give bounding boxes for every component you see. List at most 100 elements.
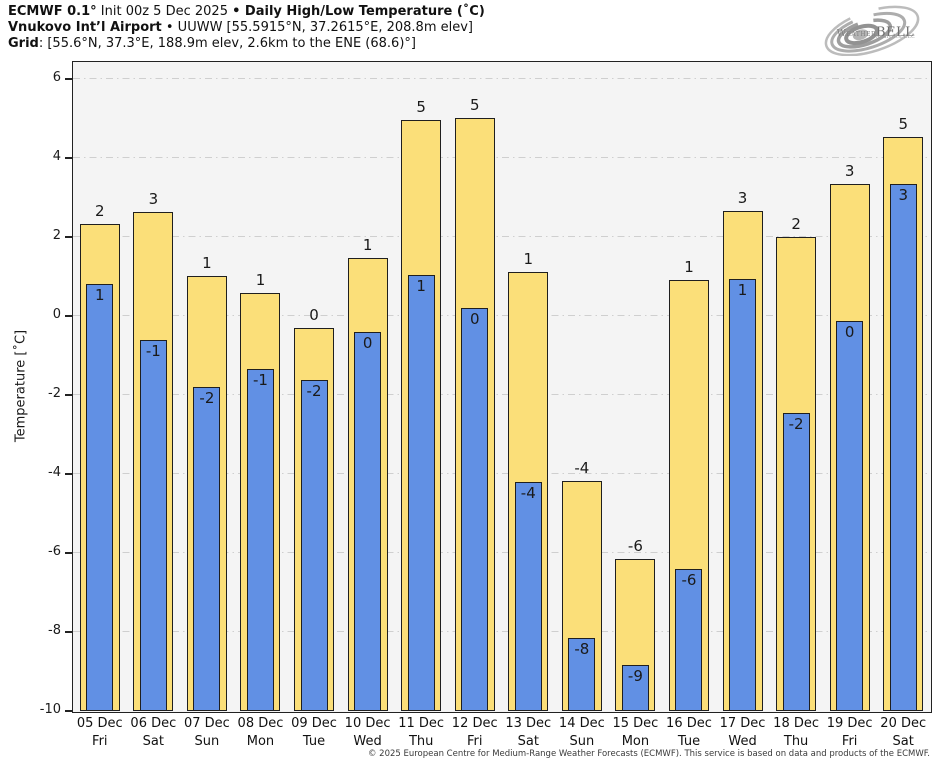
y-axis-tick (65, 394, 72, 396)
high-value-label: 0 (309, 306, 319, 325)
high-value-label: 5 (416, 97, 426, 116)
y-axis-tick (65, 552, 72, 554)
gridline (73, 473, 930, 475)
date-text: 14 Dec (558, 716, 605, 731)
grid-label: Grid (8, 36, 39, 51)
date-text: 11 Dec (398, 716, 445, 731)
high-value-label: -6 (627, 537, 643, 556)
low-value-label: 0 (362, 333, 373, 352)
logo-weather-text: Weather (836, 29, 876, 39)
bar-daily-low (86, 284, 114, 711)
high-value-label: 1 (255, 271, 266, 290)
gridline (73, 236, 930, 238)
high-value-label: 2 (791, 214, 801, 233)
init-time: Init 00z 5 Dec 2025 (96, 4, 233, 19)
x-axis-date-label: 14 Dec Sun (559, 715, 605, 751)
x-axis-date-label: 08 Dec Mon (238, 715, 284, 751)
weekday-text: Fri (466, 734, 483, 749)
bar-daily-low (889, 183, 917, 711)
low-value-label: 1 (95, 286, 105, 305)
bar-daily-low (782, 412, 810, 711)
date-text: 10 Dec (344, 716, 391, 731)
low-value-label: 3 (898, 185, 908, 204)
y-axis-tick (65, 236, 72, 238)
grid-coords: : [55.6°N, 37.3°E, 188.9m elev, 2.6km to… (38, 36, 416, 51)
y-axis-tick-label: 6 (52, 69, 61, 85)
chart-title-line1: ECMWF 0.1° Init 00z 5 Dec 2025 • Daily H… (8, 4, 485, 20)
x-axis-date-label: 09 Dec Tue (291, 715, 337, 751)
x-axis-date-label: 16 Dec Tue (666, 715, 712, 751)
low-value-label: 0 (844, 322, 855, 341)
bar-daily-low (407, 274, 435, 711)
bar-daily-low (621, 665, 649, 711)
low-value-label: -9 (627, 667, 643, 686)
low-value-label: -2 (788, 414, 804, 433)
hurricane-swirl-icon (824, 5, 920, 56)
y-axis-tick-label: -4 (48, 464, 61, 480)
model-name: ECMWF 0.1° (8, 4, 97, 19)
weatherbell-logo: WeatherBELL Analytics LLC (818, 4, 933, 56)
date-text: 17 Dec (719, 716, 766, 731)
date-text: 06 Dec (130, 716, 177, 731)
station-coords: • UUWW [55.5915°N, 37.2615°E, 208.8m ele… (161, 20, 473, 35)
gridline (73, 78, 930, 80)
date-text: 07 Dec (183, 716, 230, 731)
bar-daily-low (514, 481, 542, 711)
y-axis-tick (65, 78, 72, 80)
x-axis-date-label: 07 Dec Sun (184, 715, 230, 751)
logo-subtext: Analytics LLC (876, 34, 916, 40)
y-axis-tick-label: 2 (52, 227, 61, 243)
y-axis-tick (65, 473, 72, 475)
bar-daily-low (300, 379, 328, 711)
copyright-footer: © 2025 European Centre for Medium-Range … (367, 749, 930, 759)
bar-daily-low (193, 386, 221, 711)
weekday-text: Fri (92, 734, 108, 749)
high-value-label: 1 (684, 258, 694, 277)
bar-daily-low (246, 369, 274, 711)
weekday-text: Thu (408, 734, 434, 749)
x-axis-date-label: 06 Dec Sat (130, 715, 176, 751)
high-value-label: 3 (737, 188, 748, 207)
x-axis-date-label: 10 Dec Wed (345, 715, 391, 751)
y-axis-tick (65, 631, 72, 633)
bar-daily-low (836, 320, 864, 711)
high-value-label: 1 (362, 235, 373, 254)
high-value-label: 1 (202, 254, 212, 273)
chart-title: • Daily High/Low Temperature (˚C) (232, 4, 485, 19)
chart-title-line2: Vnukovo Int’l Airport • UUWW [55.5915°N,… (8, 20, 485, 36)
weekday-text: Sat (517, 734, 539, 749)
weekday-text: Mon (246, 734, 275, 749)
high-value-label: 5 (469, 96, 480, 115)
weekday-text: Sun (569, 734, 595, 749)
low-value-label: -2 (306, 381, 322, 400)
weekday-text: Sat (892, 734, 914, 749)
bar-daily-low (675, 569, 703, 711)
x-axis-date-label: 13 Dec Sat (505, 715, 551, 751)
weekday-text: Tue (677, 734, 701, 749)
weekday-text: Mon (621, 734, 650, 749)
weekday-text: Sat (142, 734, 164, 749)
date-text: 15 Dec (612, 716, 659, 731)
weekday-text: Tue (302, 734, 326, 749)
y-axis-tick-label: -10 (39, 702, 61, 717)
date-text: 19 Dec (826, 716, 873, 731)
bar-daily-low (461, 308, 489, 711)
low-value-label: -1 (252, 371, 268, 390)
gridline (73, 315, 930, 317)
date-text: 12 Dec (451, 716, 498, 731)
low-value-label: -2 (199, 388, 215, 407)
y-axis-tick (65, 315, 72, 317)
y-axis-tick-label: -2 (48, 385, 61, 401)
logo-bell-text: BELL (875, 25, 915, 40)
station-name: Vnukovo Int’l Airport (8, 20, 162, 35)
weekday-text: Wed (353, 734, 382, 749)
bar-daily-low (139, 340, 167, 711)
x-axis-date-label: 18 Dec Thu (773, 715, 819, 751)
date-text: 13 Dec (505, 716, 552, 731)
low-value-label: 0 (469, 310, 480, 329)
x-axis-date-label: 12 Dec Fri (452, 715, 498, 751)
x-axis-date-label: 11 Dec Thu (398, 715, 444, 751)
y-axis-tick (65, 710, 72, 712)
chart-title-line3: Grid: [55.6°N, 37.3°E, 188.9m elev, 2.6k… (8, 36, 485, 52)
